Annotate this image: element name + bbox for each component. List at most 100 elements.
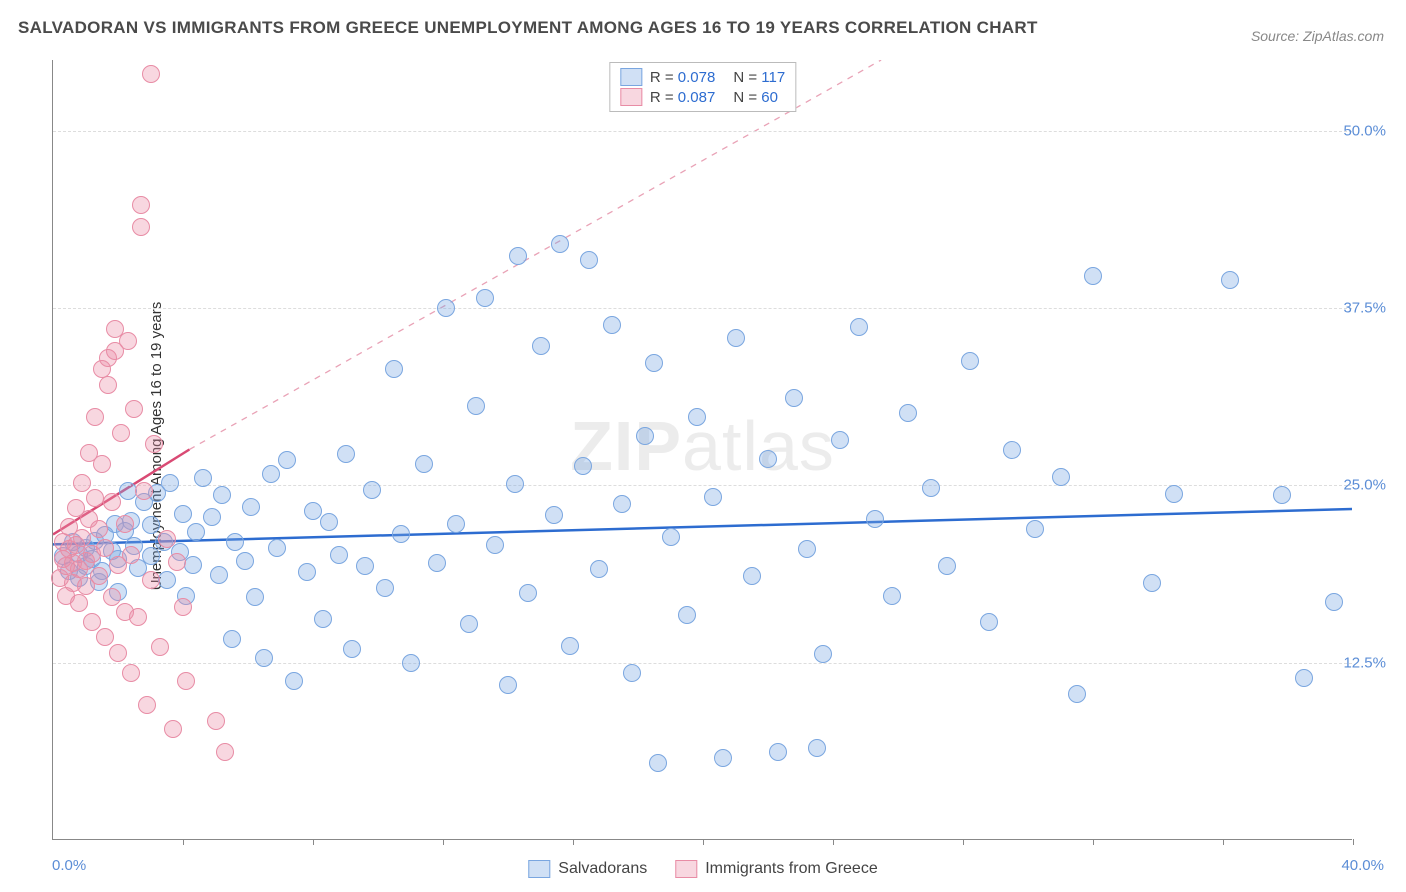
data-point bbox=[129, 608, 147, 626]
data-point bbox=[112, 424, 130, 442]
data-point bbox=[103, 493, 121, 511]
data-point bbox=[545, 506, 563, 524]
data-point bbox=[743, 567, 761, 585]
legend-swatch bbox=[675, 860, 697, 878]
data-point bbox=[649, 754, 667, 772]
data-point bbox=[142, 547, 160, 565]
y-tick-label: 12.5% bbox=[1343, 654, 1386, 671]
grid-line bbox=[53, 485, 1352, 486]
data-point bbox=[798, 540, 816, 558]
data-point bbox=[145, 435, 163, 453]
data-point bbox=[255, 649, 273, 667]
legend-stat-row: R = 0.078N = 117 bbox=[620, 67, 785, 87]
data-point bbox=[203, 508, 221, 526]
data-point bbox=[376, 579, 394, 597]
data-point bbox=[1273, 486, 1291, 504]
y-tick-label: 37.5% bbox=[1343, 300, 1386, 317]
data-point bbox=[314, 610, 332, 628]
legend-series: Salvadorans Immigrants from Greece bbox=[528, 860, 877, 878]
data-point bbox=[142, 65, 160, 83]
data-point bbox=[574, 457, 592, 475]
x-axis-origin-label: 0.0% bbox=[52, 857, 86, 874]
data-point bbox=[278, 451, 296, 469]
data-point bbox=[268, 539, 286, 557]
data-point bbox=[499, 676, 517, 694]
data-point bbox=[86, 408, 104, 426]
data-point bbox=[662, 528, 680, 546]
data-point bbox=[142, 571, 160, 589]
data-point bbox=[476, 289, 494, 307]
data-point bbox=[122, 546, 140, 564]
data-point bbox=[320, 513, 338, 531]
data-point bbox=[922, 479, 940, 497]
grid-line bbox=[53, 131, 1352, 132]
grid-line bbox=[53, 308, 1352, 309]
data-point bbox=[645, 354, 663, 372]
data-point bbox=[460, 615, 478, 633]
data-point bbox=[1068, 685, 1086, 703]
data-point bbox=[769, 743, 787, 761]
data-point bbox=[86, 489, 104, 507]
data-point bbox=[1026, 520, 1044, 538]
data-point bbox=[210, 566, 228, 584]
data-point bbox=[759, 450, 777, 468]
data-point bbox=[1003, 441, 1021, 459]
data-point bbox=[938, 557, 956, 575]
data-point bbox=[883, 587, 901, 605]
data-point bbox=[519, 584, 537, 602]
x-axis-max-label: 40.0% bbox=[1341, 857, 1384, 874]
data-point bbox=[1165, 485, 1183, 503]
x-tick bbox=[573, 839, 574, 845]
data-point bbox=[216, 743, 234, 761]
data-point bbox=[93, 455, 111, 473]
legend-swatch bbox=[528, 860, 550, 878]
data-point bbox=[356, 557, 374, 575]
data-point bbox=[613, 495, 631, 513]
data-point bbox=[727, 329, 745, 347]
data-point bbox=[866, 510, 884, 528]
data-point bbox=[83, 613, 101, 631]
y-tick-label: 50.0% bbox=[1343, 122, 1386, 139]
data-point bbox=[177, 672, 195, 690]
data-point bbox=[132, 196, 150, 214]
data-point bbox=[187, 523, 205, 541]
data-point bbox=[161, 474, 179, 492]
data-point bbox=[158, 571, 176, 589]
x-tick bbox=[833, 839, 834, 845]
data-point bbox=[590, 560, 608, 578]
data-point bbox=[437, 299, 455, 317]
data-point bbox=[506, 475, 524, 493]
legend-swatch bbox=[620, 68, 642, 86]
data-point bbox=[1325, 593, 1343, 611]
data-point bbox=[142, 516, 160, 534]
legend-stat-text: R = 0.078N = 117 bbox=[650, 69, 785, 86]
data-point bbox=[184, 556, 202, 574]
data-point bbox=[899, 404, 917, 422]
data-point bbox=[174, 598, 192, 616]
data-point bbox=[135, 482, 153, 500]
source-credit: Source: ZipAtlas.com bbox=[1251, 28, 1384, 44]
legend-stats: R = 0.078N = 117 R = 0.087N = 60 bbox=[609, 62, 796, 112]
data-point bbox=[785, 389, 803, 407]
data-point bbox=[223, 630, 241, 648]
legend-series-label: Salvadorans bbox=[558, 860, 647, 878]
data-point bbox=[90, 520, 108, 538]
data-point bbox=[980, 613, 998, 631]
legend-stat-text: R = 0.087N = 60 bbox=[650, 89, 778, 106]
data-point bbox=[262, 465, 280, 483]
data-point bbox=[96, 628, 114, 646]
data-point bbox=[246, 588, 264, 606]
data-point bbox=[168, 553, 186, 571]
chart-title: SALVADORAN VS IMMIGRANTS FROM GREECE UNE… bbox=[18, 18, 1038, 38]
data-point bbox=[814, 645, 832, 663]
data-point bbox=[73, 474, 91, 492]
legend-series-label: Immigrants from Greece bbox=[705, 860, 877, 878]
x-tick bbox=[1093, 839, 1094, 845]
data-point bbox=[164, 720, 182, 738]
x-tick bbox=[313, 839, 314, 845]
data-point bbox=[415, 455, 433, 473]
data-point bbox=[1052, 468, 1070, 486]
trend-line bbox=[189, 60, 881, 450]
data-point bbox=[337, 445, 355, 463]
data-point bbox=[70, 594, 88, 612]
